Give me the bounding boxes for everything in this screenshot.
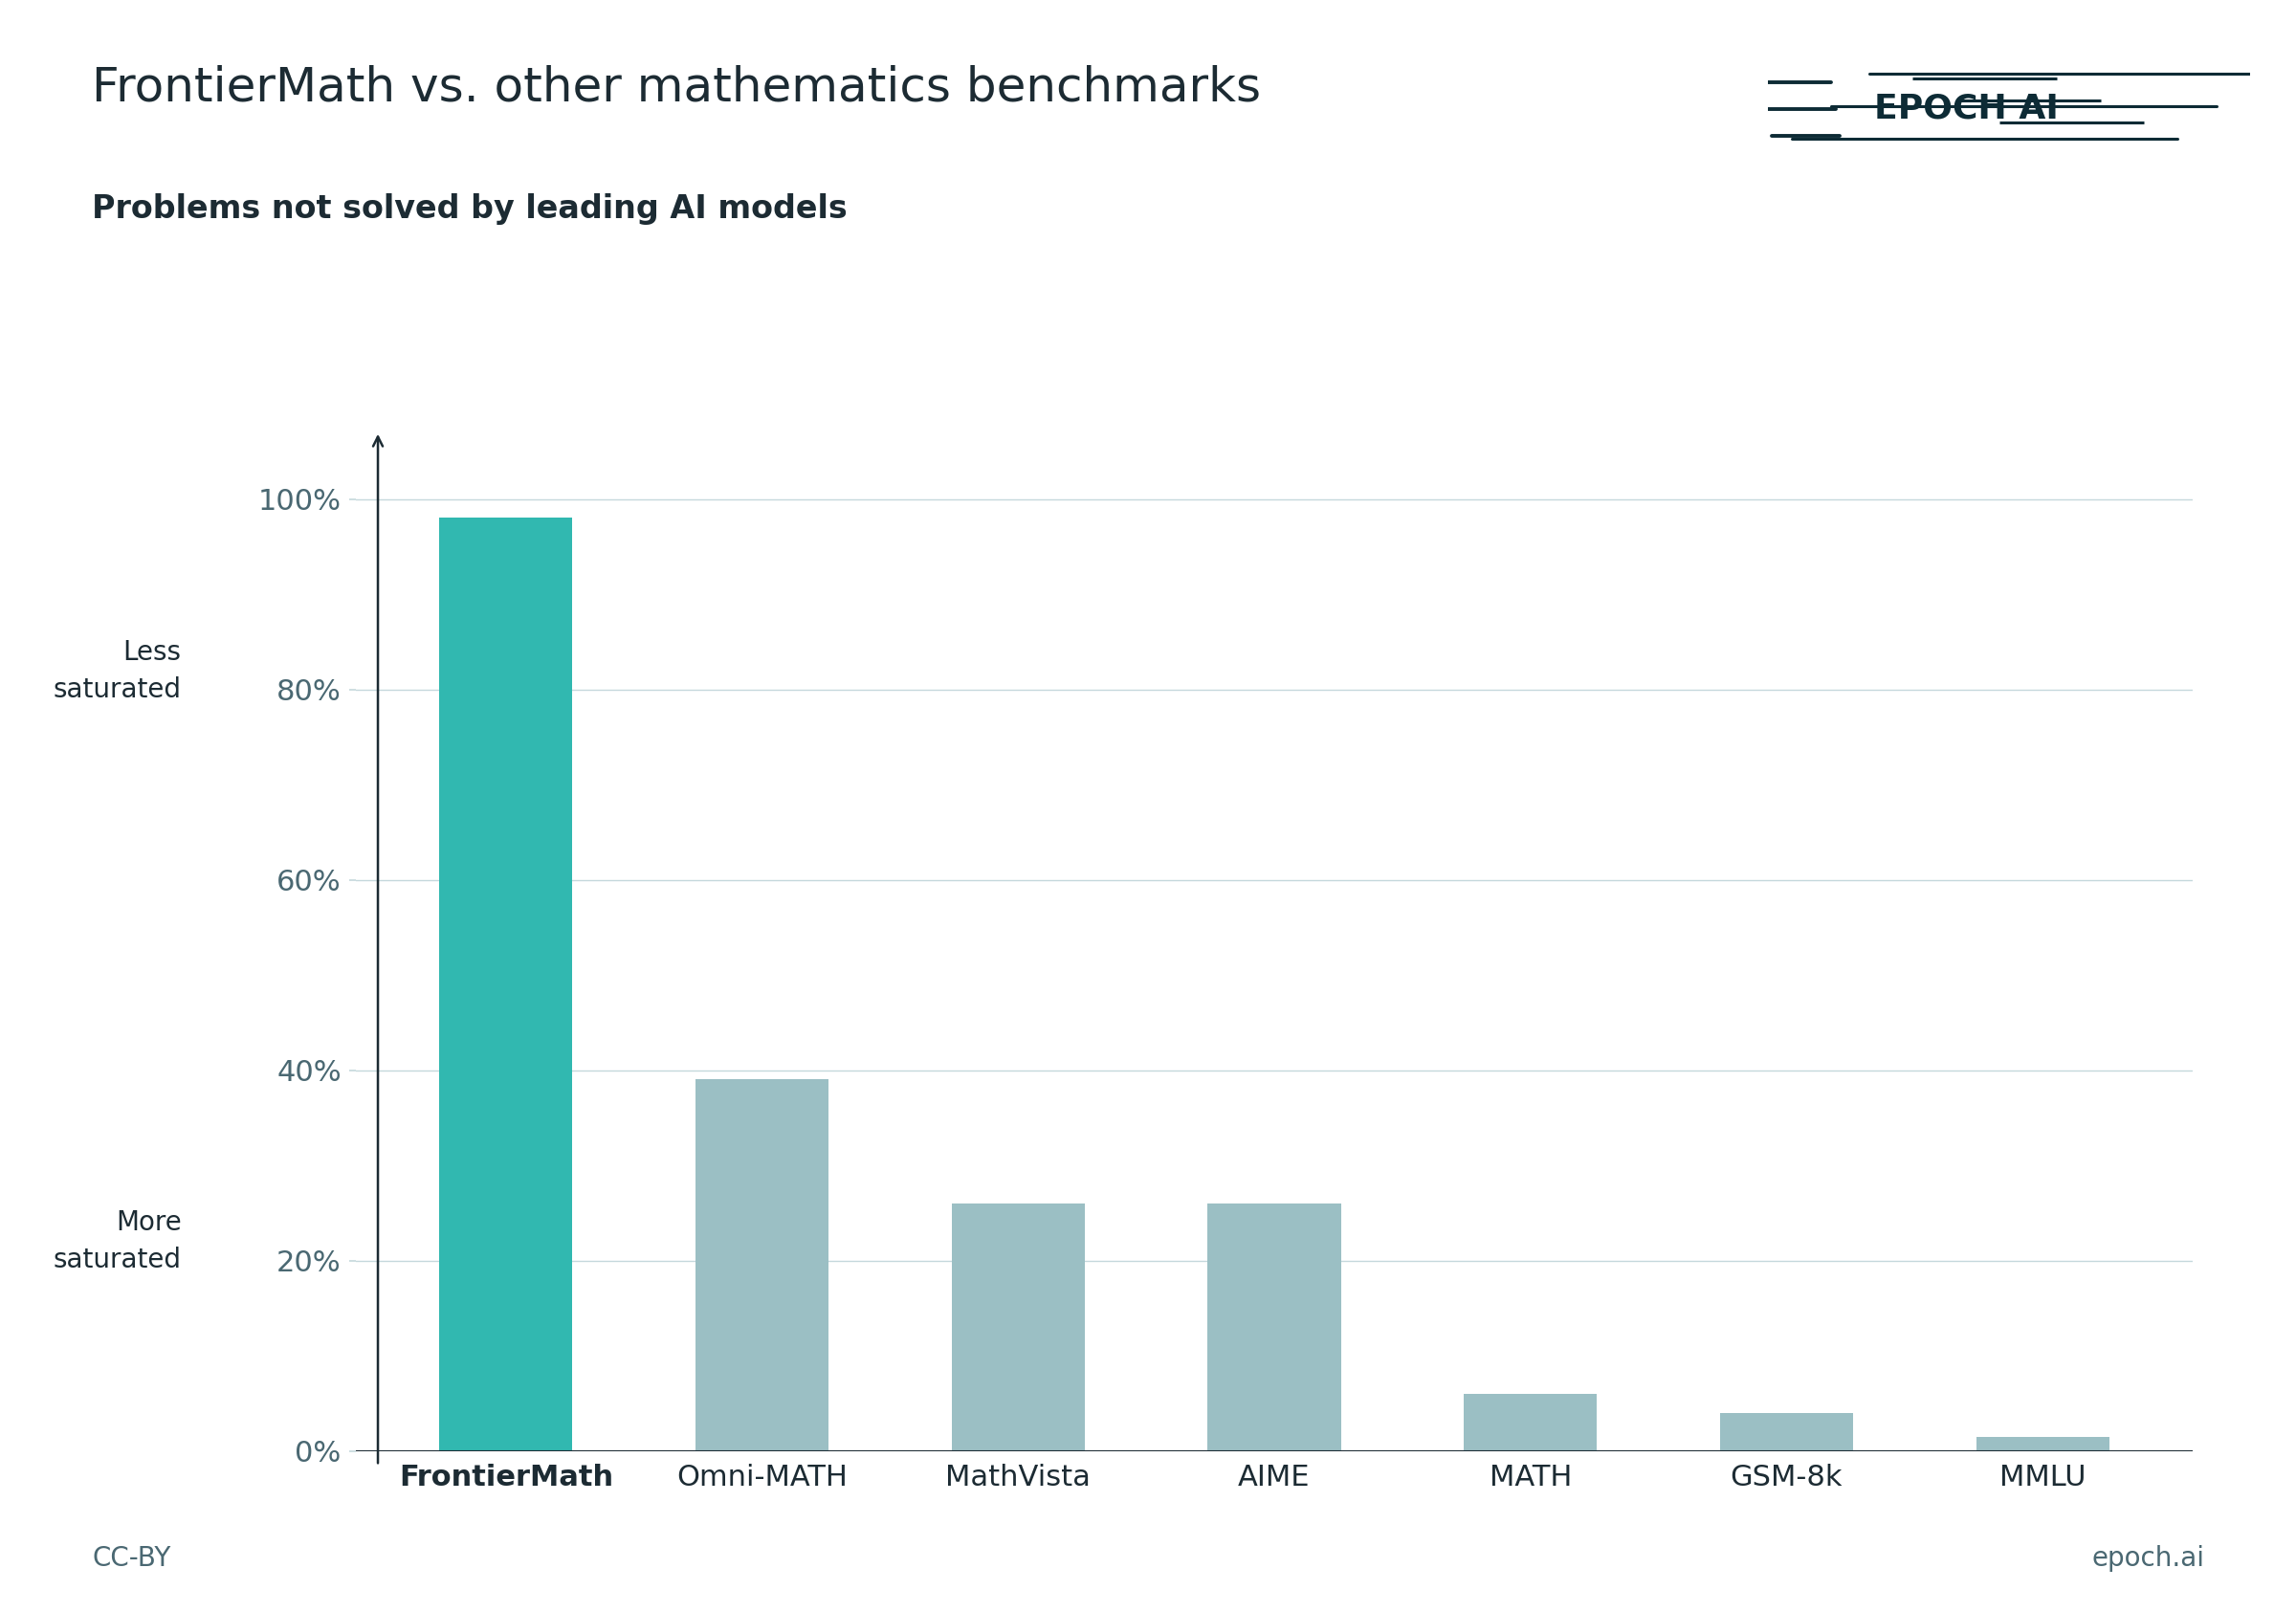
Bar [951, 1203, 1084, 1451]
Text: Less
saturated: Less saturated [53, 640, 181, 703]
Text: epoch.ai: epoch.ai [2092, 1544, 2204, 1572]
Bar [1208, 1203, 1341, 1451]
Text: EPOCH AI: EPOCH AI [1874, 92, 2060, 126]
Bar [696, 1080, 829, 1451]
Text: FrontierMath vs. other mathematics benchmarks: FrontierMath vs. other mathematics bench… [92, 64, 1261, 110]
Bar [1465, 1394, 1598, 1451]
Bar [1977, 1436, 2110, 1451]
Text: Problems not solved by leading AI models: Problems not solved by leading AI models [92, 193, 847, 226]
Bar [1720, 1412, 1853, 1451]
Text: CC-BY: CC-BY [92, 1544, 170, 1572]
Text: More
saturated: More saturated [53, 1209, 181, 1273]
Bar [439, 517, 572, 1451]
